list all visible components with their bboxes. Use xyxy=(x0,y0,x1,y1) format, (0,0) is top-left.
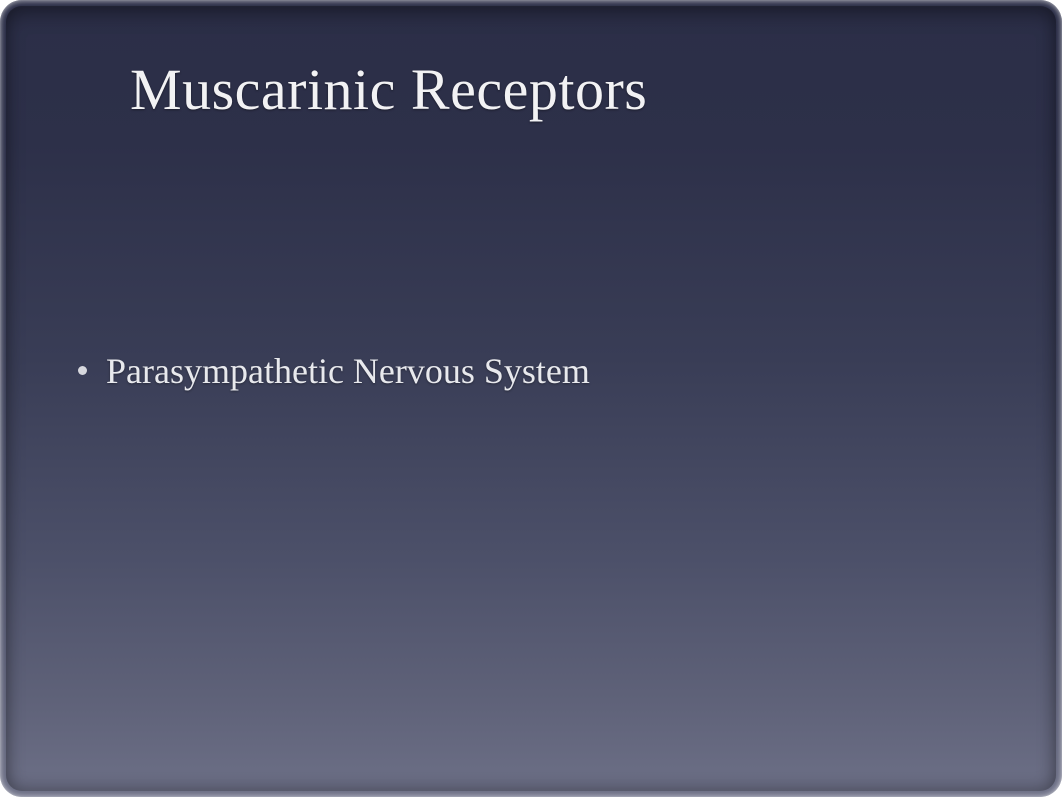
slide-body: Parasympathetic Nervous System xyxy=(72,348,990,395)
bullet-list: Parasympathetic Nervous System xyxy=(72,348,990,395)
list-item: Parasympathetic Nervous System xyxy=(72,348,990,395)
bullet-text: Parasympathetic Nervous System xyxy=(106,351,590,391)
slide: Muscarinic Receptors Parasympathetic Ner… xyxy=(0,0,1062,797)
slide-title: Muscarinic Receptors xyxy=(130,56,1002,123)
